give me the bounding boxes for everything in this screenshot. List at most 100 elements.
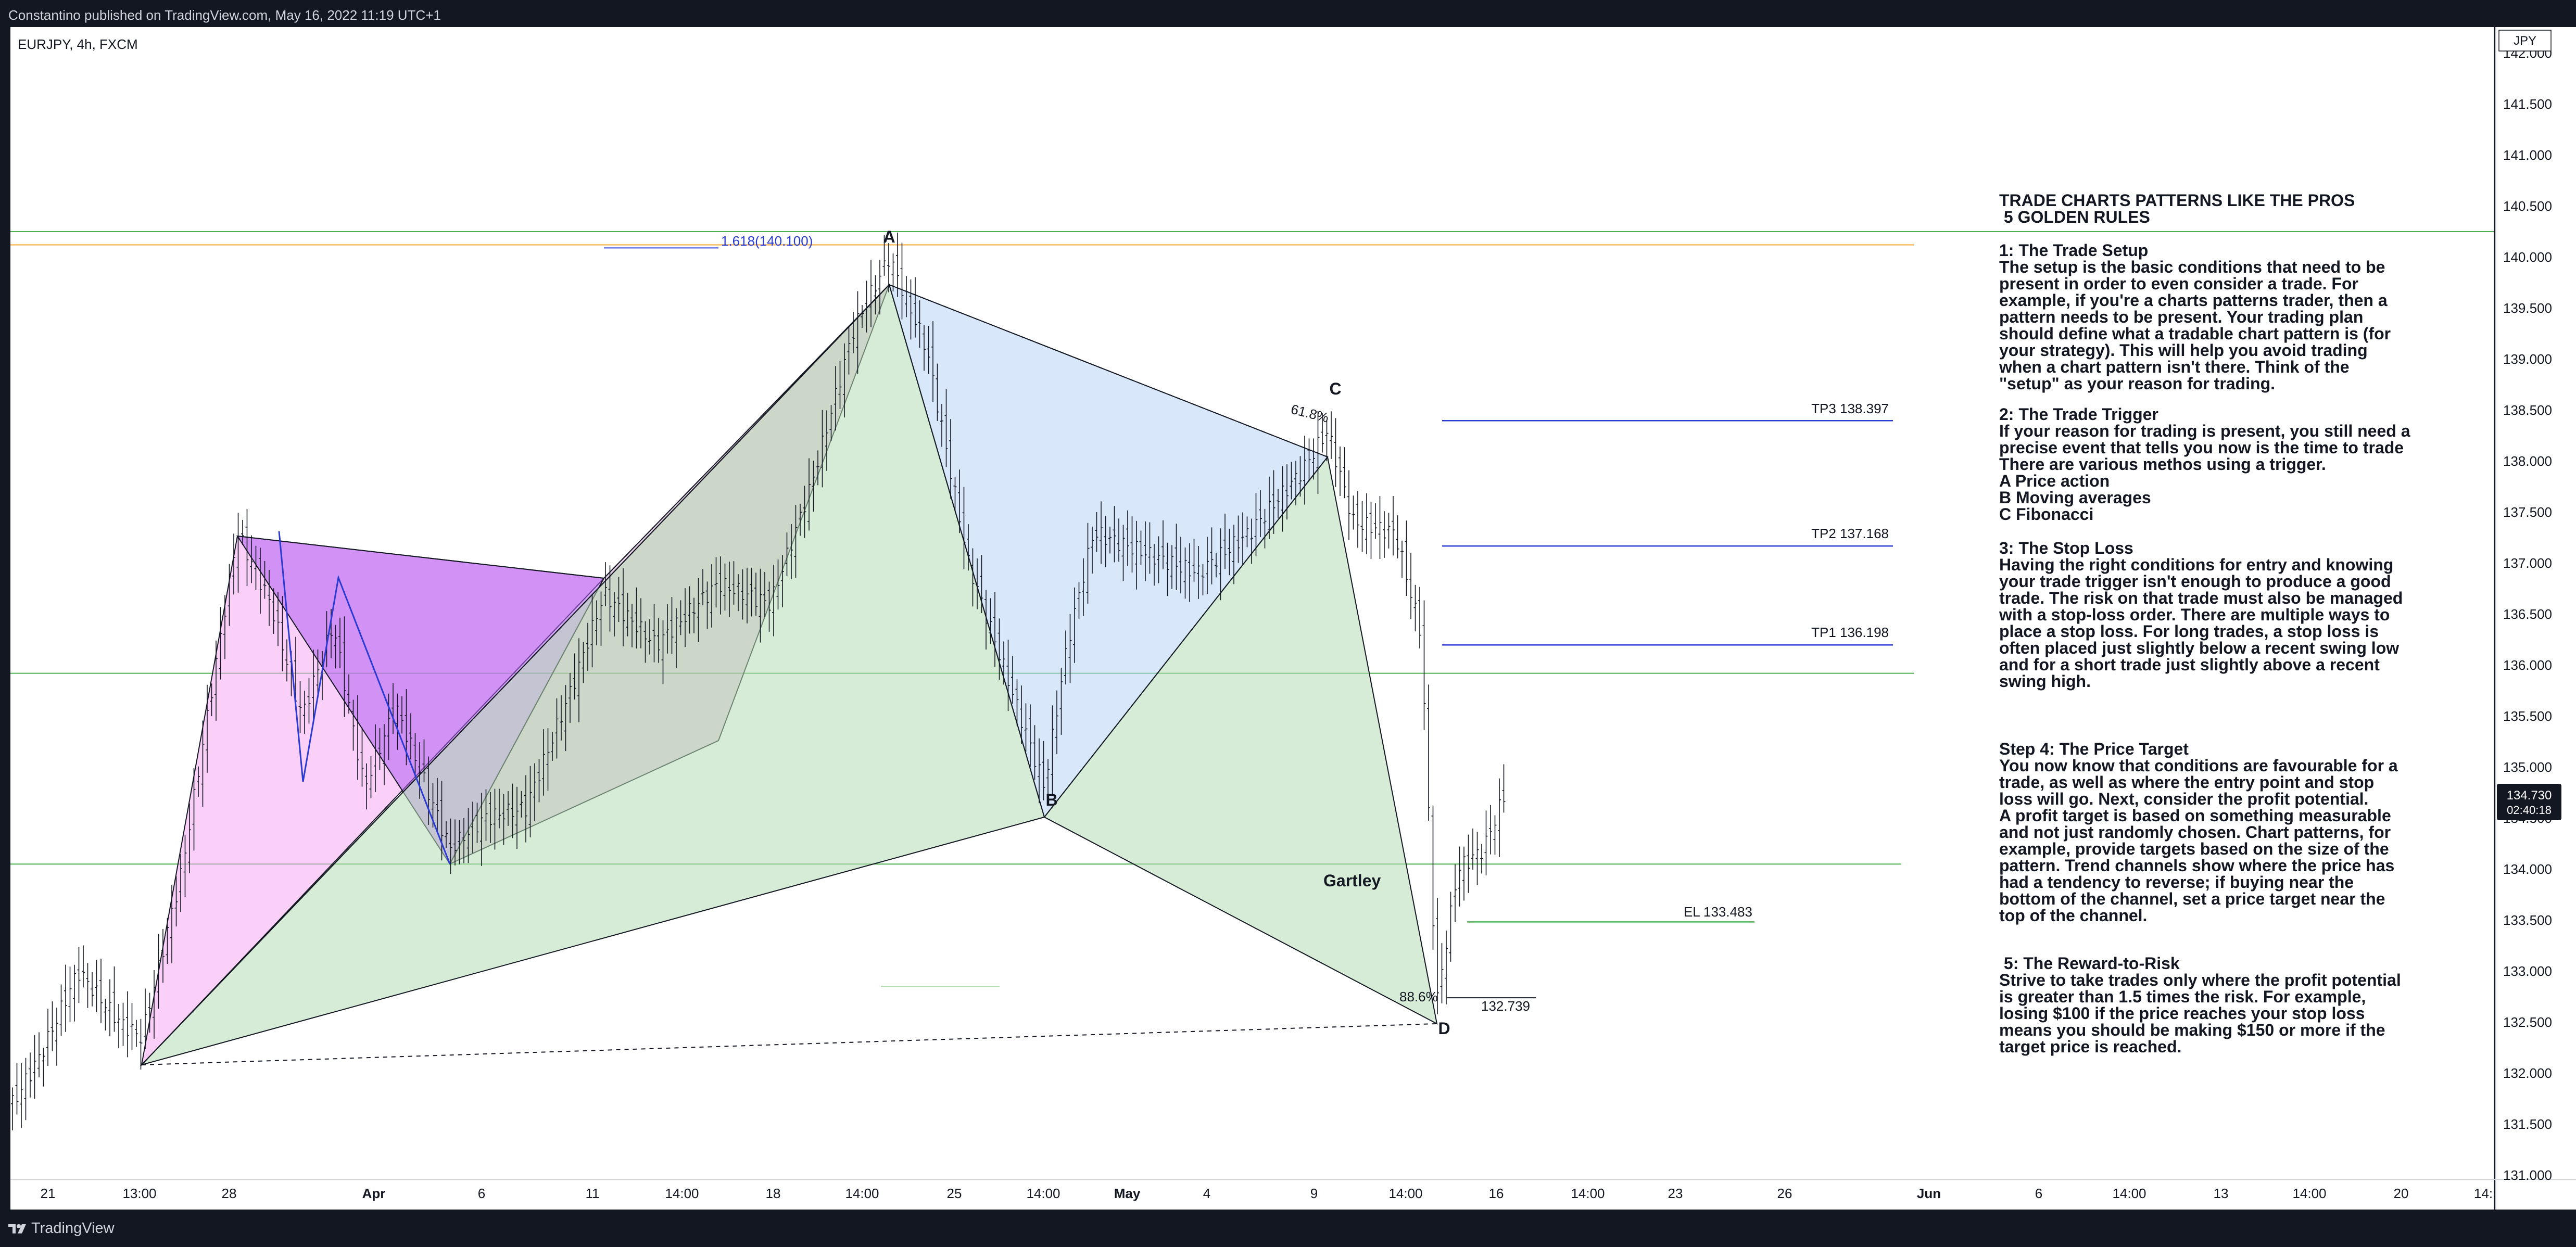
point-c-label: C (1329, 379, 1341, 398)
footer: TradingView (0, 1210, 2576, 1247)
footer-brand: TradingView (31, 1220, 115, 1237)
time-tick: 28 (222, 1186, 237, 1201)
time-tick: 14:00 (665, 1186, 699, 1201)
axis-corner (2496, 1179, 2576, 1210)
time-tick: 14:00 (2112, 1186, 2146, 1201)
note-line: loss will go. Next, consider the profit … (1999, 790, 2368, 808)
note-line: often placed just slightly below a recen… (1999, 639, 2399, 657)
note-line: losing $100 if the price reaches your st… (1999, 1004, 2365, 1023)
note-line: top of the channel. (1999, 906, 2147, 925)
time-tick: Apr (362, 1186, 386, 1201)
note-line: precise event that tells you now is the … (1999, 438, 2404, 457)
note-line: pattern needs to be present. Your tradin… (1999, 308, 2363, 326)
note-line: There are various methos using a trigger… (1999, 455, 2326, 474)
bar-countdown: 02:40:18 (2507, 804, 2552, 817)
note-line: and for a short trade just slightly abov… (1999, 655, 2380, 674)
price-tick: 133.500 (2503, 912, 2552, 928)
note-line: target price is reached. (1999, 1037, 2181, 1056)
tradingview-icon (8, 1224, 26, 1233)
price-tick: 136.000 (2503, 657, 2552, 673)
price-tick: 133.000 (2503, 963, 2552, 979)
xa-leg (141, 284, 890, 1065)
time-tick: 14:00 (1026, 1186, 1060, 1201)
price-tick: 135.500 (2503, 708, 2552, 724)
price-tick: 141.000 (2503, 147, 2552, 163)
el-label: EL 133.483 (1684, 904, 1752, 920)
price-axis[interactable] (2496, 27, 2576, 1179)
ac-dashed-line (889, 284, 1328, 457)
note-line: when a chart pattern isn't there. Think … (1999, 358, 2350, 376)
note-heading: 2: The Trade Trigger (1999, 405, 2158, 424)
time-tick: 14:00 (845, 1186, 879, 1201)
note-line: swing high. (1999, 672, 2091, 691)
last-price: 134.730 (2507, 788, 2552, 803)
stop-label: 132.739 (1481, 998, 1530, 1014)
price-tick: 139.000 (2503, 351, 2552, 367)
note-line: present in order to even consider a trad… (1999, 274, 2358, 293)
time-tick: 14:00 (2292, 1186, 2326, 1201)
currency-badge (2498, 30, 2552, 52)
price-tick: 138.500 (2503, 402, 2552, 418)
note-line: The setup is the basic conditions that n… (1999, 258, 2385, 276)
time-ticks: 21 13:00 28 Apr 6 11 14:00 18 14:00 25 14:00 May 4 9 1… (41, 1186, 2493, 1201)
ratio-886-label: 88.6% (1399, 989, 1438, 1004)
note-line: example, if you're a charts patterns tra… (1999, 291, 2388, 310)
time-tick: Jun (1917, 1186, 1941, 1201)
note-line: and not just randomly chosen. Chart patt… (1999, 823, 2391, 842)
time-tick: 6 (2035, 1186, 2042, 1201)
zigzag-line (278, 531, 451, 864)
note-heading: 1: The Trade Setup (1999, 241, 2148, 260)
chart[interactable]: 131.000 131.500 132.000 132.500 133.000 133.5… (0, 27, 2576, 1210)
price-tick: 135.000 (2503, 759, 2552, 775)
tradingview-logo[interactable]: TradingView (8, 1220, 115, 1237)
point-b-label: B (1045, 791, 1057, 809)
time-tick: 13 (2214, 1186, 2229, 1201)
note-line: had a tendency to reverse; if buying nea… (1999, 873, 2354, 892)
publish-header: Constantino published on TradingView.com… (0, 0, 2576, 27)
note-line: Strive to take trades only where the pro… (1999, 971, 2401, 989)
fib-extension-label: 1.618(140.100) (721, 233, 813, 249)
price-tick: 131.500 (2503, 1116, 2552, 1132)
last-price-badge (2497, 784, 2561, 820)
price-tick: 140.000 (2503, 249, 2552, 265)
time-tick: 21 (41, 1186, 56, 1201)
time-tick: 9 (1310, 1186, 1318, 1201)
time-tick: 26 (1777, 1186, 1792, 1201)
point-d-label: D (1438, 1019, 1450, 1038)
note-line: If your reason for trading is present, y… (1999, 422, 2410, 440)
time-tick: 25 (947, 1186, 962, 1201)
price-tick: 132.500 (2503, 1014, 2552, 1030)
note-line: pattern. Trend channels show where the p… (1999, 856, 2394, 875)
note-heading: 5: The Reward-to-Risk (1999, 954, 2180, 973)
time-tick: 14:00 (1571, 1186, 1605, 1201)
time-tick: 16 (1489, 1186, 1504, 1201)
price-tick: 140.500 (2503, 198, 2552, 214)
pattern-name: Gartley (1323, 871, 1381, 890)
price-tick: 138.000 (2503, 453, 2552, 469)
time-tick: 13:00 (122, 1186, 156, 1201)
note-line: place a stop loss. For long trades, a st… (1999, 622, 2379, 641)
time-axis[interactable] (10, 1179, 2494, 1210)
notes-title: TRADE CHARTS PATTERNS LIKE THE PROS (1999, 191, 2355, 210)
gartley-bcd-triangle (1043, 455, 1438, 1025)
tp1-label: TP1 136.198 (1811, 625, 1889, 640)
time-tick: 18 (766, 1186, 781, 1201)
price-tick: 134.000 (2503, 861, 2552, 877)
price-tick: 136.500 (2503, 606, 2552, 622)
note-heading: 3: The Stop Loss (1999, 539, 2133, 557)
note-heading: Step 4: The Price Target (1999, 740, 2189, 758)
symbol-label: EURJPY, 4h, FXCM (18, 36, 138, 52)
time-tick: May (1114, 1186, 1141, 1201)
note-line: C Fibonacci (1999, 505, 2093, 524)
note-line: should define what a tradable chart patt… (1999, 324, 2391, 343)
time-tick: 20 (2394, 1186, 2409, 1201)
note-line: with a stop-loss order. There are multip… (1999, 605, 2390, 624)
note-line: your trade trigger isn't enough to produ… (1999, 572, 2391, 591)
note-line: your strategy). This will help you avoid… (1999, 341, 2368, 360)
notes-subtitle: 5 GOLDEN RULES (1999, 208, 2150, 226)
candles (11, 232, 1506, 1130)
note-line: example, provide targets based on the si… (1999, 839, 2389, 858)
note-line: "setup" as your reason for trading. (1999, 374, 2275, 393)
note-line: A Price action (1999, 472, 2110, 490)
note-line: Having the right conditions for entry an… (1999, 555, 2393, 574)
